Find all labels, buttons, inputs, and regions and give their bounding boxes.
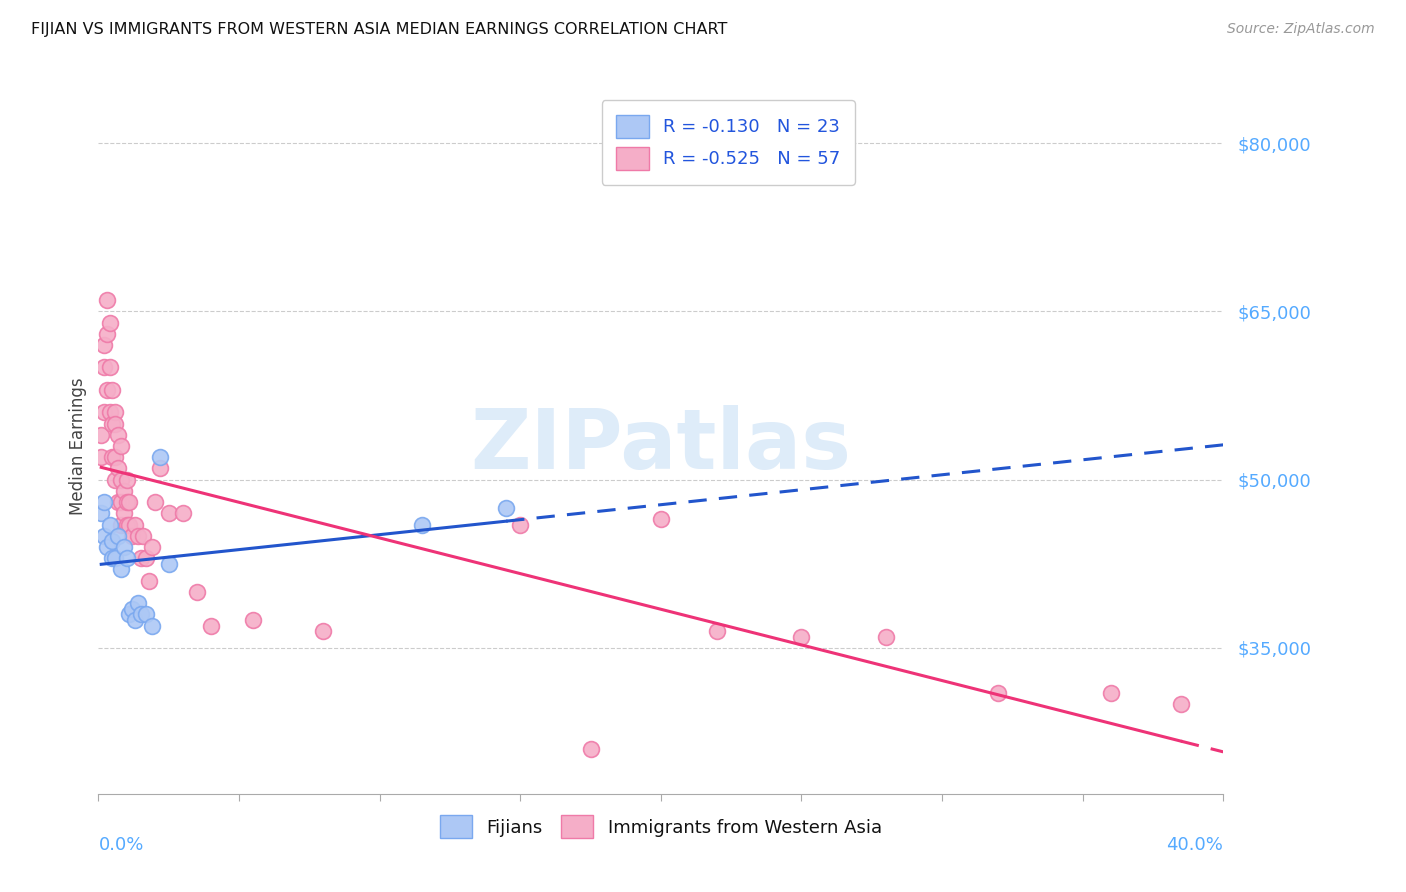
Point [1170,697,1192,711]
Point [104,551,127,566]
Point [93,360,115,375]
Text: Source: ZipAtlas.com: Source: ZipAtlas.com [1227,22,1375,37]
Point [101,450,124,465]
Point [124,517,146,532]
Point [90,450,112,465]
Point [112,506,135,520]
Point [107,495,129,509]
Point [650,512,672,526]
Point [104,405,127,419]
Point [90,506,112,520]
Point [118,607,141,622]
Point [104,417,127,431]
Point [135,607,157,622]
Point [98,517,121,532]
Point [110,439,132,453]
Point [149,461,172,475]
Point [104,450,127,465]
Point [101,534,124,549]
Point [90,427,112,442]
Point [96,326,118,341]
Text: FIJIAN VS IMMIGRANTS FROM WESTERN ASIA MEDIAN EARNINGS CORRELATION CHART: FIJIAN VS IMMIGRANTS FROM WESTERN ASIA M… [31,22,727,37]
Point [790,630,813,644]
Point [98,360,121,375]
Point [143,495,166,509]
Point [138,574,160,588]
Y-axis label: Median Earnings: Median Earnings [69,377,87,515]
Point [110,562,132,576]
Point [127,529,149,543]
Point [110,473,132,487]
Point [132,529,155,543]
Point [107,427,129,442]
Point [115,517,138,532]
Point [112,483,135,498]
Text: 0.0%: 0.0% [98,836,143,854]
Point [411,517,433,532]
Point [101,383,124,397]
Point [110,495,132,509]
Legend: R = -0.130   N = 23, R = -0.525   N = 57: R = -0.130 N = 23, R = -0.525 N = 57 [602,100,855,185]
Point [509,517,531,532]
Point [127,596,149,610]
Point [96,383,118,397]
Point [107,529,129,543]
Point [96,293,118,307]
Point [200,618,222,632]
Point [987,686,1010,700]
Point [242,613,264,627]
Point [93,529,115,543]
Point [98,405,121,419]
Point [98,316,121,330]
Point [118,495,141,509]
Point [129,551,152,566]
Point [93,495,115,509]
Point [101,551,124,566]
Point [579,742,602,756]
Text: ZIPatlas: ZIPatlas [471,406,851,486]
Point [141,540,163,554]
Point [118,517,141,532]
Point [93,405,115,419]
Point [157,506,180,520]
Point [115,473,138,487]
Point [112,540,135,554]
Point [312,624,335,639]
Point [115,551,138,566]
Point [149,450,172,465]
Point [104,473,127,487]
Point [107,461,129,475]
Point [129,607,152,622]
Point [172,506,194,520]
Point [186,585,208,599]
Point [121,529,143,543]
Point [141,618,163,632]
Point [706,624,728,639]
Point [121,601,143,615]
Point [1099,686,1122,700]
Point [93,338,115,352]
Point [124,613,146,627]
Point [157,557,180,571]
Point [875,630,897,644]
Point [101,417,124,431]
Point [110,517,132,532]
Text: 40.0%: 40.0% [1167,836,1223,854]
Point [135,551,157,566]
Point [115,495,138,509]
Point [495,500,517,515]
Point [96,540,118,554]
